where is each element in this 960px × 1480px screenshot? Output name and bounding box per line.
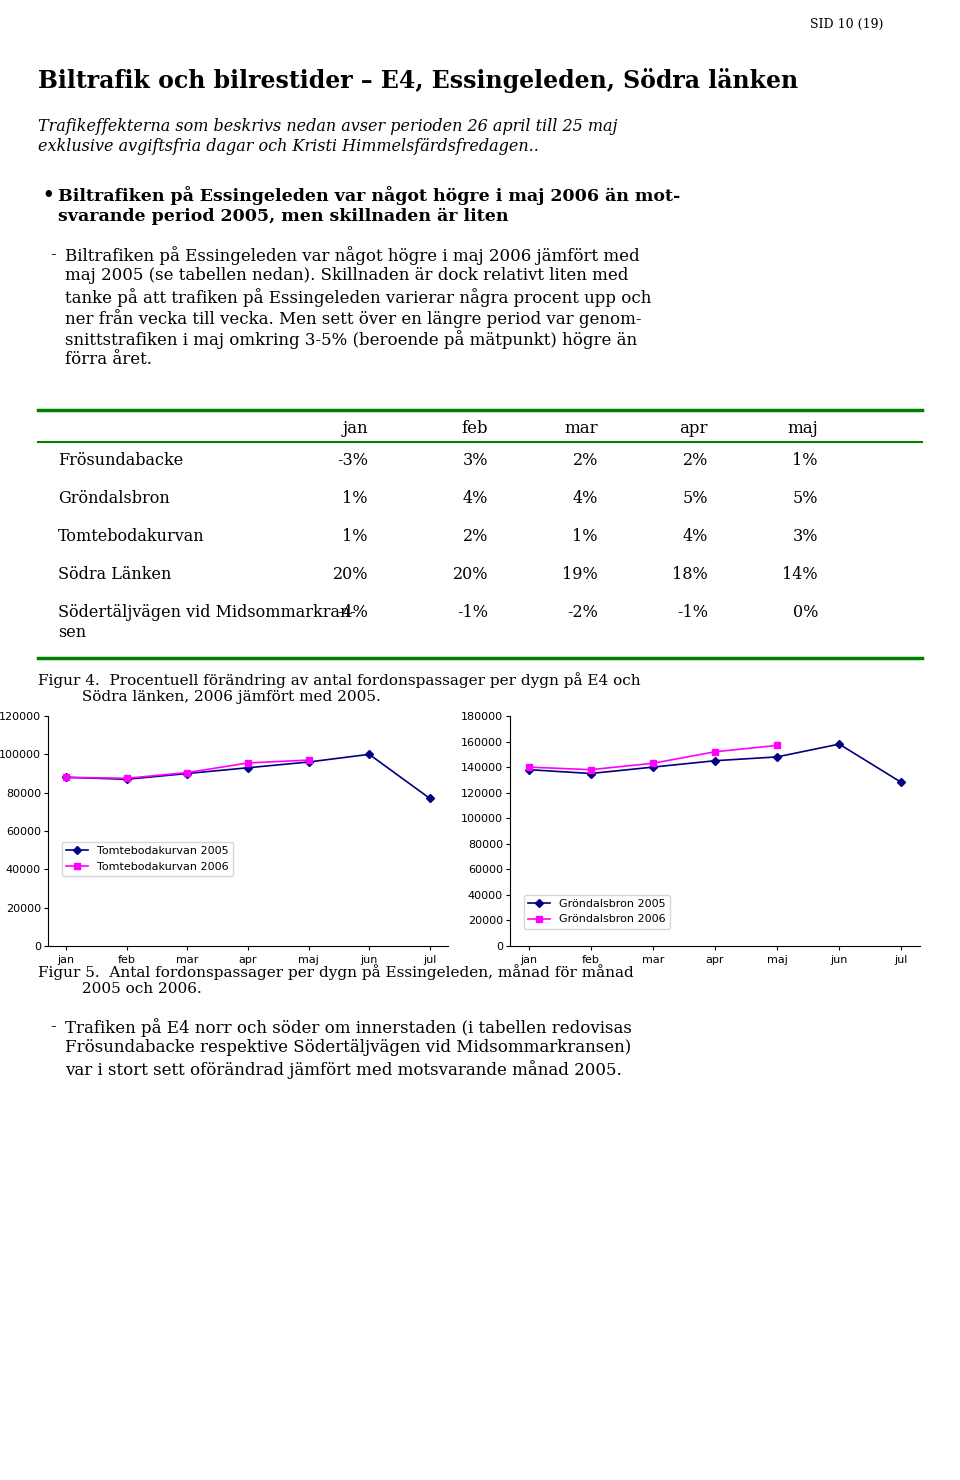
Text: 2%: 2% [683,451,708,469]
Text: 20%: 20% [332,565,368,583]
Text: 3%: 3% [793,528,818,545]
Text: 18%: 18% [672,565,708,583]
Text: Biltrafik och bilrestider – E4, Essingeleden, Södra länken: Biltrafik och bilrestider – E4, Essingel… [38,68,798,93]
Text: 1%: 1% [343,528,368,545]
Text: tanke på att trafiken på Essingeleden varierar några procent upp och: tanke på att trafiken på Essingeleden va… [65,289,652,306]
Text: Tomtebodakurvan: Tomtebodakurvan [58,528,204,545]
Text: apr: apr [680,420,708,437]
Text: förra året.: förra året. [65,351,152,369]
Text: Trafikeffekterna som beskrivs nedan avser perioden 26 april till 25 maj
exklusiv: Trafikeffekterna som beskrivs nedan avse… [38,118,617,154]
Text: 1%: 1% [343,490,368,508]
Text: ner från vecka till vecka. Men sett över en längre period var genom-: ner från vecka till vecka. Men sett över… [65,309,641,329]
Legend: Tomtebodakurvan 2005, Tomtebodakurvan 2006: Tomtebodakurvan 2005, Tomtebodakurvan 20… [61,842,233,876]
Text: 4%: 4% [683,528,708,545]
Text: •: • [42,186,54,204]
Text: Södertäljvägen vid Midsommarkran-
sen: Södertäljvägen vid Midsommarkran- sen [58,604,356,641]
Text: -1%: -1% [457,604,488,622]
Text: Trafiken på E4 norr och söder om innerstaden (i tabellen redovisas: Trafiken på E4 norr och söder om innerst… [65,1018,632,1037]
Text: Södra länken, 2006 jämfört med 2005.: Södra länken, 2006 jämfört med 2005. [38,690,381,704]
Text: maj 2005 (se tabellen nedan). Skillnaden är dock relativt liten med: maj 2005 (se tabellen nedan). Skillnaden… [65,266,629,284]
Text: snittstrafiken i maj omkring 3-5% (beroende på mätpunkt) högre än: snittstrafiken i maj omkring 3-5% (beroe… [65,330,637,349]
Text: -4%: -4% [337,604,368,622]
Text: mar: mar [564,420,598,437]
Text: feb: feb [462,420,488,437]
Text: SID 10 (19): SID 10 (19) [810,18,883,31]
Legend: Gröndalsbron 2005, Gröndalsbron 2006: Gröndalsbron 2005, Gröndalsbron 2006 [524,894,670,929]
Text: Frösundabacke: Frösundabacke [58,451,183,469]
Text: Frösundabacke respektive Södertäljvägen vid Midsommarkransen): Frösundabacke respektive Södertäljvägen … [65,1039,632,1057]
Text: svarande period 2005, men skillnaden är liten: svarande period 2005, men skillnaden är … [58,209,509,225]
Text: -: - [50,1018,56,1035]
Text: 5%: 5% [793,490,818,508]
Text: -1%: -1% [677,604,708,622]
Text: Södra Länken: Södra Länken [58,565,172,583]
Text: jan: jan [343,420,368,437]
Text: -: - [50,246,56,263]
Text: Biltrafiken på Essingeleden var något högre i maj 2006 jämfört med: Biltrafiken på Essingeleden var något hö… [65,246,639,265]
Text: 0%: 0% [793,604,818,622]
Text: 14%: 14% [782,565,818,583]
Text: 2%: 2% [572,451,598,469]
Text: 2005 och 2006.: 2005 och 2006. [38,983,202,996]
Text: Gröndalsbron: Gröndalsbron [58,490,170,508]
Text: 1%: 1% [793,451,818,469]
Text: 2%: 2% [463,528,488,545]
Text: 20%: 20% [452,565,488,583]
Text: 4%: 4% [463,490,488,508]
Text: 3%: 3% [463,451,488,469]
Text: 19%: 19% [563,565,598,583]
Text: var i stort sett oförändrad jämfört med motsvarande månad 2005.: var i stort sett oförändrad jämfört med … [65,1060,622,1079]
Text: -2%: -2% [567,604,598,622]
Text: Biltrafiken på Essingeleden var något högre i maj 2006 än mot-: Biltrafiken på Essingeleden var något hö… [58,186,681,204]
Text: Figur 5.  Antal fordonspassager per dygn på Essingeleden, månad för månad: Figur 5. Antal fordonspassager per dygn … [38,963,634,980]
Text: Figur 4.  Procentuell förändring av antal fordonspassager per dygn på E4 och: Figur 4. Procentuell förändring av antal… [38,672,640,688]
Text: 4%: 4% [572,490,598,508]
Text: 5%: 5% [683,490,708,508]
Text: maj: maj [787,420,818,437]
Text: 1%: 1% [572,528,598,545]
Text: -3%: -3% [337,451,368,469]
